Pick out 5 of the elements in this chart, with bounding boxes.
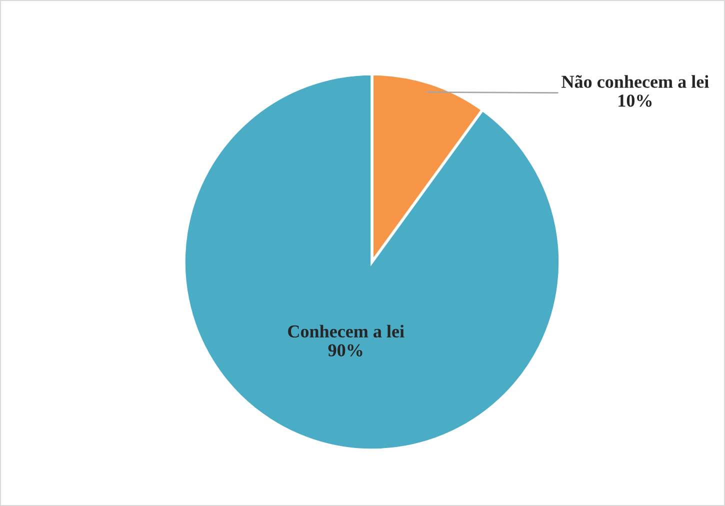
slice-label: Não conhecem a lei	[562, 75, 709, 88]
data-label: 10%	[618, 94, 652, 107]
pie-slice	[182, 72, 562, 452]
data-label: 90%	[328, 344, 362, 356]
slice-label: Conhecem a lei	[288, 324, 404, 338]
